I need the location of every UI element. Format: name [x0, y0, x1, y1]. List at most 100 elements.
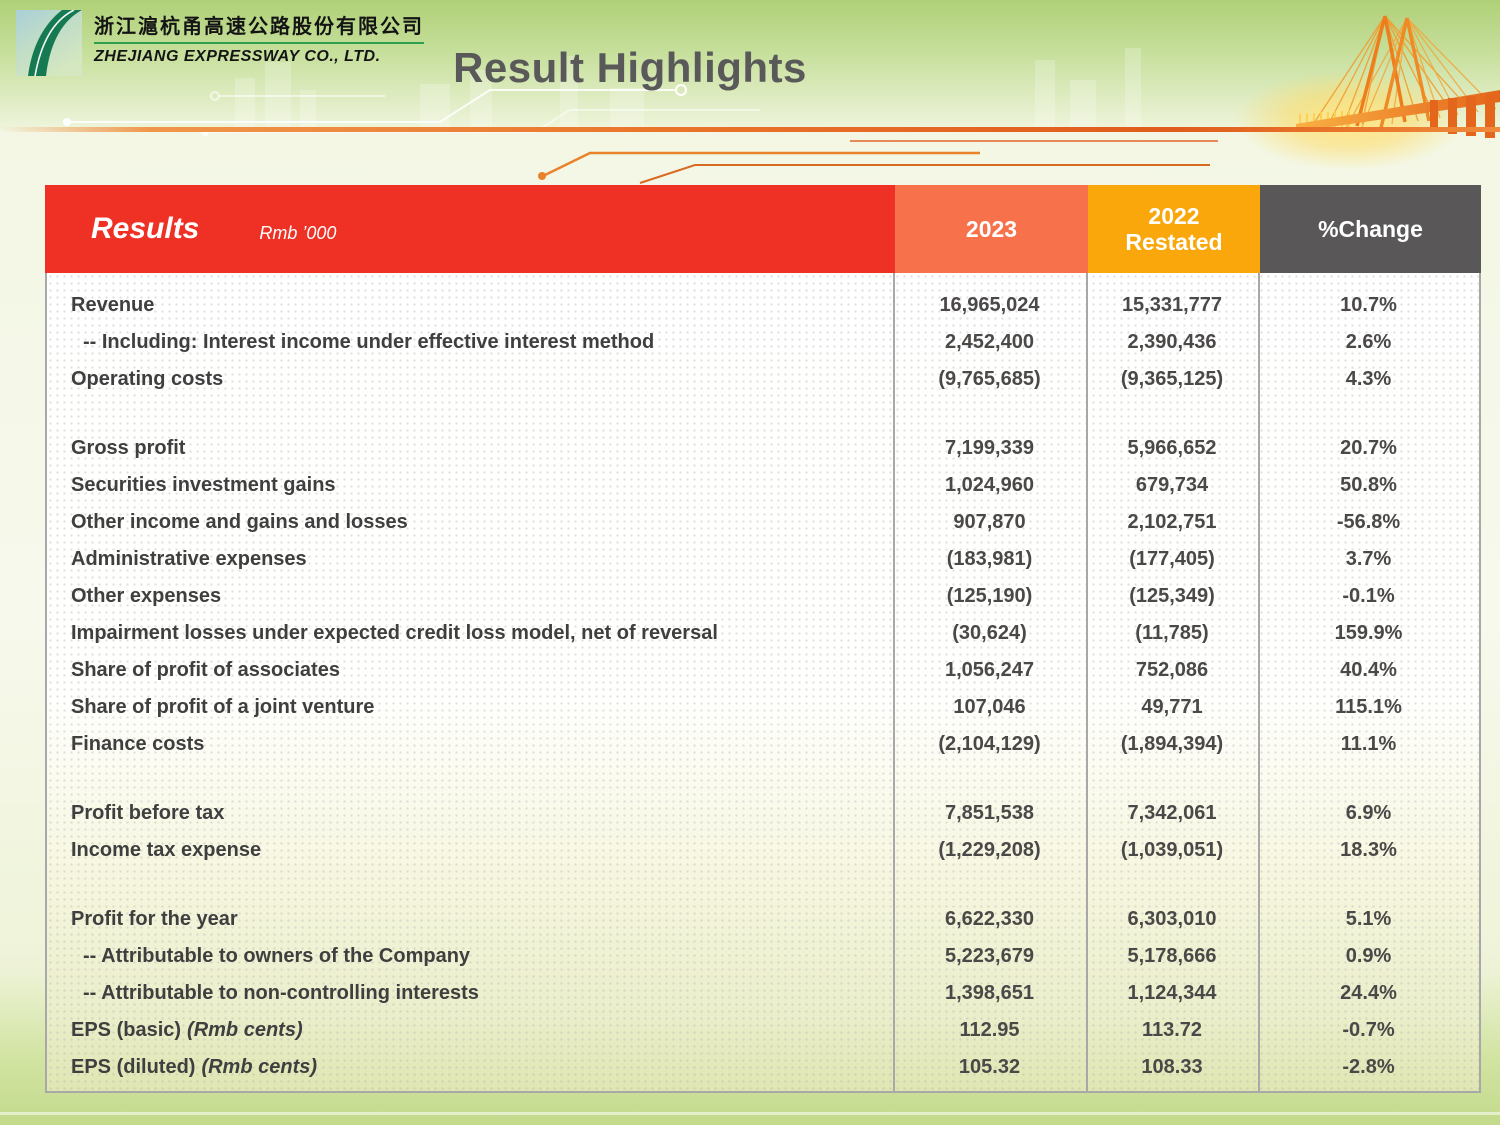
- header-2022-line2: Restated: [1125, 229, 1223, 255]
- table-row: Profit for the year 6,622,330 6,303,010 …: [47, 901, 1479, 938]
- circuit-lines-orange-icon: [538, 140, 1218, 184]
- value-2022: (125,349): [1129, 585, 1215, 607]
- skyline-decoration: [235, 78, 255, 128]
- value-2022: 49,771: [1141, 696, 1203, 718]
- page-title: Result Highlights: [453, 44, 807, 91]
- table-row: -- Attributable to owners of the Company…: [47, 938, 1479, 975]
- unit-label: Rmb ’000: [259, 222, 337, 243]
- logo-mark-icon: [16, 10, 82, 76]
- row-label: -- Attributable to non-controlling inter…: [83, 982, 479, 1004]
- value-2023: (183,981): [946, 548, 1033, 570]
- table-row: -- Attributable to non-controlling inter…: [47, 975, 1479, 1012]
- table-spacer-row: [47, 763, 1479, 795]
- value-change: 6.9%: [1345, 802, 1392, 824]
- table-row: EPS (diluted) (Rmb cents) 105.32 108.33 -…: [47, 1049, 1479, 1086]
- value-change: 5.1%: [1345, 908, 1392, 930]
- header-percent-change: %Change: [1260, 185, 1481, 273]
- table-row: Revenue 16,965,024 15,331,777 10.7%: [47, 287, 1479, 324]
- row-label: EPS (basic) (Rmb cents): [71, 1019, 303, 1041]
- company-name-english: ZHEJIANG EXPRESSWAY CO., LTD.: [94, 48, 381, 65]
- logo-text: 浙江滬杭甬高速公路股份有限公司 ZHEJIANG EXPRESSWAY CO.,…: [94, 10, 424, 66]
- value-change: 159.9%: [1334, 622, 1403, 644]
- skyline-decoration: [470, 70, 492, 128]
- row-label: Share of profit of associates: [71, 659, 340, 681]
- value-2023: 2,452,400: [945, 331, 1034, 353]
- value-2022: (1,039,051): [1120, 839, 1224, 861]
- header-results: Results Rmb ’000: [45, 185, 895, 273]
- row-label: -- Attributable to owners of the Company: [83, 945, 471, 967]
- row-label: Impairment losses under expected credit …: [71, 622, 718, 644]
- value-2022: 752,086: [1135, 659, 1209, 681]
- row-label: Other expenses: [71, 585, 222, 607]
- value-2022: (9,365,125): [1120, 368, 1224, 390]
- value-change: 115.1%: [1335, 696, 1402, 718]
- table-spacer-row: [47, 398, 1479, 430]
- table-row: Profit before tax 7,851,538 7,342,061 6.…: [47, 795, 1479, 832]
- table-row: Share of profit of a joint venture 107,0…: [47, 689, 1479, 726]
- value-change: -0.7%: [1342, 1019, 1395, 1041]
- header-2022-line1: 2022: [1148, 202, 1200, 229]
- value-2022: 5,178,666: [1127, 945, 1217, 967]
- value-change: 4.3%: [1345, 368, 1392, 390]
- value-2022: 2,390,436: [1127, 331, 1217, 353]
- value-2022: (11,785): [1135, 622, 1209, 644]
- value-2022: 6,303,010: [1127, 908, 1217, 930]
- company-name-chinese: 浙江滬杭甬高速公路股份有限公司: [94, 10, 424, 44]
- value-change: 24.4%: [1340, 982, 1397, 1004]
- value-2022: 5,966,652: [1127, 437, 1217, 459]
- skyline-decoration: [610, 88, 644, 128]
- value-2022: 2,102,751: [1127, 511, 1217, 533]
- table-row: Impairment losses under expected credit …: [47, 615, 1479, 652]
- table-spacer-row: [47, 869, 1479, 901]
- row-label: Share of profit of a joint venture: [71, 696, 375, 718]
- results-label: Results: [91, 211, 200, 245]
- skyline-decoration: [1125, 48, 1141, 128]
- bottom-accent-line: [0, 1112, 1500, 1115]
- header-2023: 2023: [895, 185, 1088, 273]
- skyline-decoration: [1035, 60, 1055, 128]
- table-row: Gross profit 7,199,339 5,966,652 20.7%: [47, 430, 1479, 467]
- row-label: EPS (diluted) (Rmb cents): [71, 1056, 318, 1078]
- skyline-decoration: [300, 90, 316, 128]
- row-label: Income tax expense: [71, 839, 262, 861]
- table-row: EPS (basic) (Rmb cents) 112.95 113.72 -0.…: [47, 1012, 1479, 1049]
- value-2022: 7,342,061: [1127, 802, 1217, 824]
- value-2022: 15,331,777: [1121, 294, 1223, 316]
- header-band: [0, 0, 1500, 170]
- column-divider: [1258, 273, 1260, 1091]
- value-2022: 1,124,344: [1127, 982, 1217, 1004]
- table-row: Income tax expense (1,229,208) (1,039,05…: [47, 832, 1479, 869]
- value-change: -56.8%: [1336, 511, 1401, 533]
- value-change: 2.6%: [1345, 331, 1392, 353]
- value-2023: 7,199,339: [945, 437, 1034, 459]
- skyline-decoration: [1070, 80, 1096, 128]
- value-2023: 16,965,024: [939, 294, 1040, 316]
- value-2022: 113.72: [1141, 1019, 1203, 1041]
- value-2023: (30,624): [952, 622, 1027, 644]
- column-divider: [893, 273, 895, 1091]
- value-2023: 7,851,538: [945, 802, 1034, 824]
- company-logo: 浙江滬杭甬高速公路股份有限公司 ZHEJIANG EXPRESSWAY CO.,…: [16, 10, 424, 76]
- value-2023: 1,024,960: [945, 474, 1034, 496]
- skyline-decoration: [420, 84, 450, 128]
- results-table: Results Rmb ’000 2023 2022 Restated %Cha…: [45, 185, 1481, 1093]
- value-2023: (2,104,129): [938, 733, 1041, 755]
- value-2023: 105.32: [958, 1056, 1021, 1078]
- value-2022: (1,894,394): [1120, 733, 1224, 755]
- row-label: Securities investment gains: [71, 474, 336, 496]
- row-label: -- Including: Interest income under effe…: [83, 331, 655, 353]
- value-2023: 5,223,679: [945, 945, 1034, 967]
- value-2023: 112.95: [959, 1019, 1020, 1041]
- value-2023: (125,190): [946, 585, 1033, 607]
- value-2023: (9,765,685): [938, 368, 1041, 390]
- table-row: -- Including: Interest income under effe…: [47, 324, 1479, 361]
- row-label: Profit for the year: [71, 908, 238, 930]
- table-row: Operating costs (9,765,685) (9,365,125) …: [47, 361, 1479, 398]
- value-change: 0.9%: [1345, 945, 1392, 967]
- value-change: 20.7%: [1340, 437, 1397, 459]
- value-change: 50.8%: [1340, 474, 1397, 496]
- value-change: -0.1%: [1342, 585, 1395, 607]
- value-change: 11.1%: [1340, 733, 1397, 755]
- table-body-rows: Revenue 16,965,024 15,331,777 10.7% -- I…: [47, 287, 1479, 1086]
